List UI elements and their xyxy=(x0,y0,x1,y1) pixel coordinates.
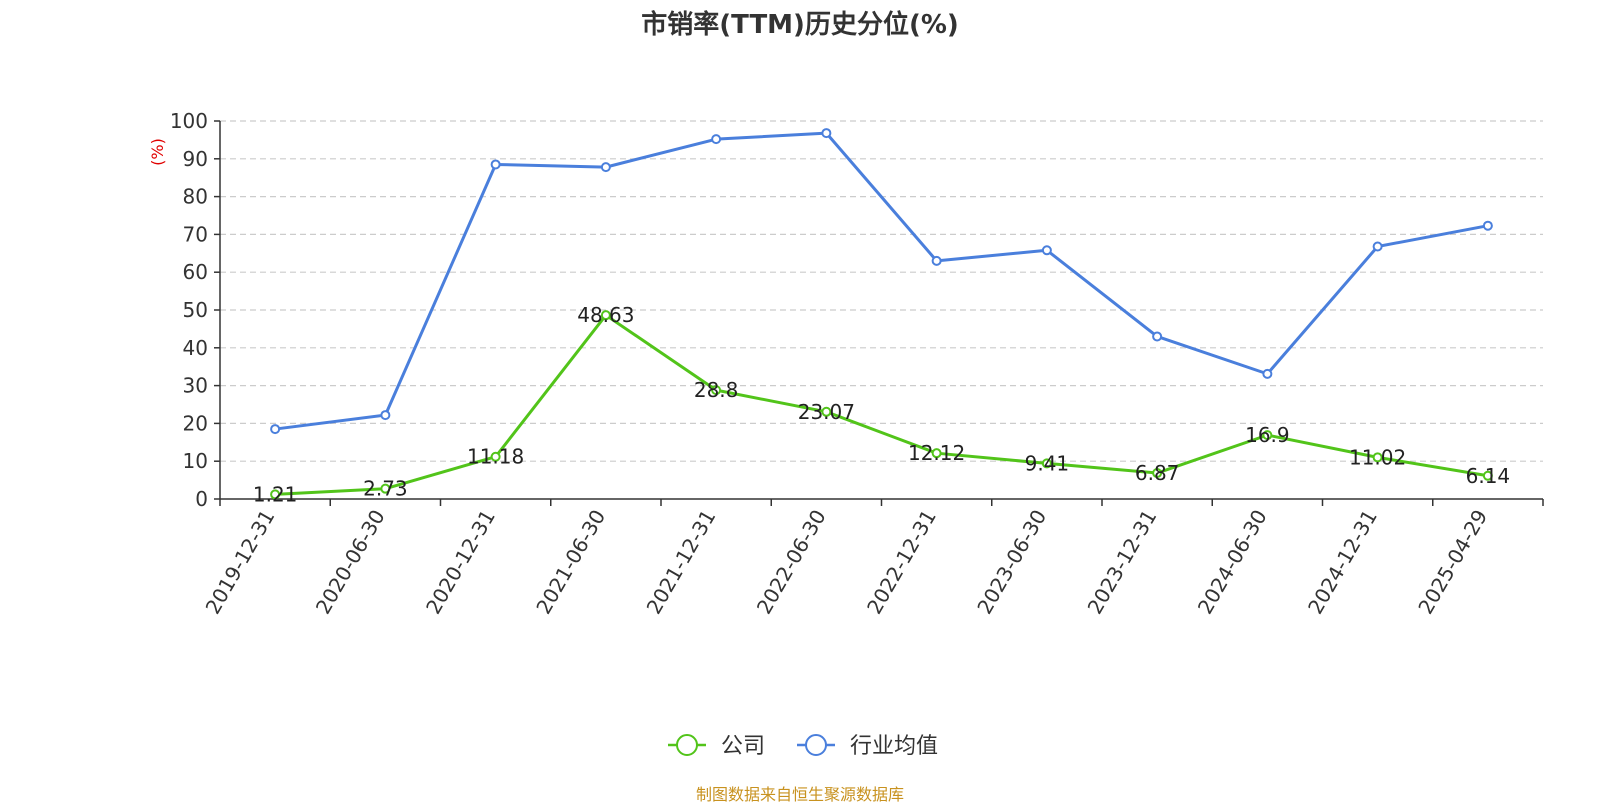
x-tick-label: 2023-12-31 xyxy=(1083,506,1162,619)
y-tick-label: 90 xyxy=(183,147,208,171)
legend-marker xyxy=(676,734,698,756)
legend-label: 公司 xyxy=(721,734,765,759)
y-axis-ticks: 0 10 20 30 40 50 60 70 80 90 100 xyxy=(170,109,208,511)
x-tick-label: 2022-06-30 xyxy=(752,506,831,619)
data-label: 11.02 xyxy=(1349,445,1406,469)
company-point xyxy=(380,483,391,494)
company-point xyxy=(931,448,942,459)
legend-item-company[interactable]: 公司 xyxy=(668,734,765,759)
industry-average-point xyxy=(821,128,832,139)
industry-average-point xyxy=(1372,241,1383,252)
series-line-company xyxy=(275,313,1489,496)
industry-average-point xyxy=(600,162,611,173)
y-tick-label: 20 xyxy=(183,411,208,435)
x-tick-label: 2025-04-29 xyxy=(1413,506,1492,619)
industry-average-point xyxy=(711,134,722,145)
data-label: 1.21 xyxy=(253,482,298,506)
industry-average-point xyxy=(380,410,391,421)
data-label: 6.87 xyxy=(1135,461,1180,485)
data-label: 12.12 xyxy=(908,441,965,465)
company-point xyxy=(1262,430,1273,441)
y-tick-label: 0 xyxy=(195,487,208,511)
company-point xyxy=(711,385,722,396)
industry-average-point xyxy=(1482,220,1493,231)
data-label: 2.73 xyxy=(363,477,408,501)
industry-average-point xyxy=(490,159,501,170)
x-axis-ticks: 2019-12-31 2020-06-30 2020-12-31 2021-06-30… xyxy=(201,506,1493,619)
industry-average-point xyxy=(270,424,281,435)
industry-average-point xyxy=(931,255,942,266)
data-label: 48.63 xyxy=(577,303,634,327)
y-tick-label: 60 xyxy=(183,260,208,284)
company-point xyxy=(1041,458,1052,469)
legend-item-industry-average[interactable]: 行业均值 xyxy=(797,734,938,759)
x-tick-label: 2024-06-30 xyxy=(1193,506,1272,619)
x-tick-label: 2024-12-31 xyxy=(1303,506,1382,619)
industry-average-point xyxy=(1152,331,1163,342)
company-point xyxy=(1152,468,1163,479)
data-label: 6.14 xyxy=(1466,464,1511,488)
chart-title: 市销率(TTM)历史分位(%) xyxy=(641,10,959,40)
y-tick-label: 70 xyxy=(183,222,208,246)
y-tick-label: 30 xyxy=(183,374,208,398)
y-tick-label: 50 xyxy=(183,298,208,322)
data-label: 28.8 xyxy=(694,378,739,402)
x-tick-label: 2023-06-30 xyxy=(972,506,1051,619)
data-label: 23.07 xyxy=(798,400,855,424)
y-axis-unit-label: (%) xyxy=(148,138,167,166)
legend-label: 行业均值 xyxy=(850,734,938,759)
data-label: 16.9 xyxy=(1245,423,1290,447)
y-tick-label: 80 xyxy=(183,185,208,209)
data-source-note: 制图数据来自恒生聚源数据库 xyxy=(695,785,904,804)
company-point xyxy=(600,310,611,321)
series-line-industry-average xyxy=(274,131,1489,431)
company-point xyxy=(821,406,832,417)
company-point xyxy=(1482,470,1493,481)
series-lines xyxy=(270,128,1493,500)
x-tick-label: 2022-12-31 xyxy=(862,506,941,619)
company-point xyxy=(1372,452,1383,463)
grid-lines xyxy=(220,120,1543,462)
industry-average-point xyxy=(1262,368,1273,379)
x-tick-label: 2020-06-30 xyxy=(311,506,390,619)
industry-average-point xyxy=(1041,245,1052,256)
data-label: 9.41 xyxy=(1025,451,1070,475)
legend: 公司 行业均值 xyxy=(668,734,938,759)
axes xyxy=(214,120,1544,506)
data-labels: 1.21 2.73 11.18 48.63 28.8 23.07 12.12 9.41 6.87… xyxy=(253,303,1510,506)
company-point xyxy=(490,451,501,462)
data-label: 11.18 xyxy=(467,445,524,469)
x-tick-label: 2021-12-31 xyxy=(642,506,721,619)
x-tick-label: 2021-06-30 xyxy=(531,506,610,619)
x-tick-label: 2020-12-31 xyxy=(421,506,500,619)
company-point xyxy=(270,489,281,500)
x-tick-label: 2019-12-31 xyxy=(201,506,280,619)
y-tick-label: 40 xyxy=(183,336,208,360)
y-tick-label: 100 xyxy=(170,109,208,133)
y-tick-label: 10 xyxy=(183,449,208,473)
legend-marker xyxy=(805,734,827,756)
